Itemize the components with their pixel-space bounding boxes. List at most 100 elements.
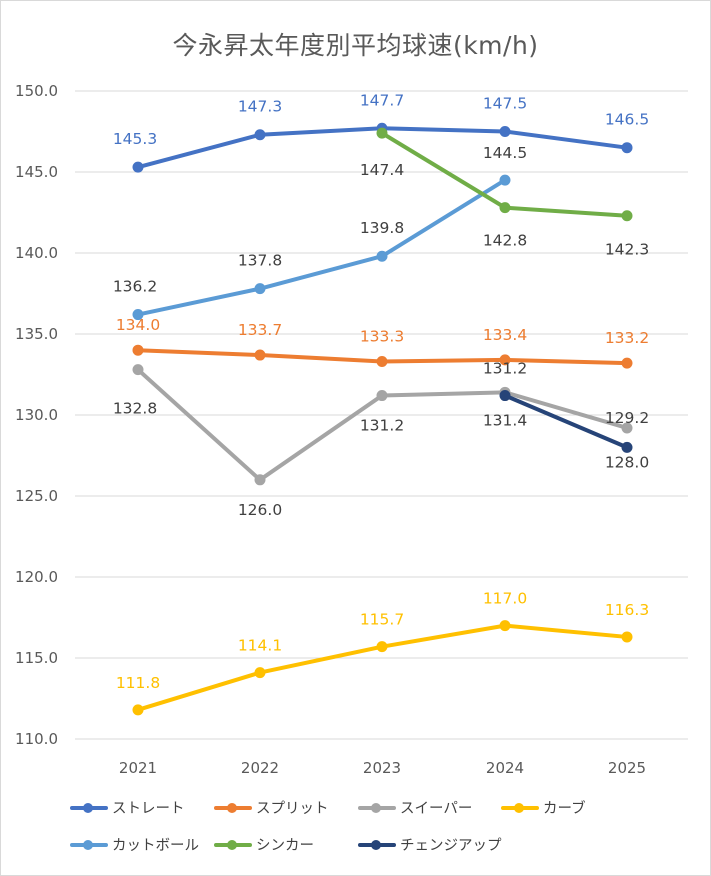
data-point bbox=[132, 364, 144, 376]
data-point bbox=[621, 441, 633, 453]
y-tick-label: 130.0 bbox=[15, 406, 58, 424]
data-point bbox=[132, 309, 144, 321]
data-label: 136.2 bbox=[113, 278, 157, 296]
x-tick-label: 2021 bbox=[119, 759, 157, 777]
legend-label: スイーパー bbox=[400, 800, 472, 817]
legend-swatch-marker bbox=[227, 803, 237, 813]
data-label: 132.8 bbox=[113, 400, 157, 418]
data-label: 147.5 bbox=[483, 95, 527, 113]
data-label: 126.0 bbox=[238, 501, 282, 519]
chart-title: 今永昇太年度別平均球速(km/h) bbox=[172, 31, 539, 60]
data-labels: 145.3 147.3 147.7 147.5 146.5 134.0 133.7 133.3… bbox=[113, 91, 649, 692]
data-label: 116.3 bbox=[605, 601, 649, 619]
x-tick-label: 2024 bbox=[486, 759, 524, 777]
data-label: 115.7 bbox=[360, 611, 404, 629]
y-tick-label: 150.0 bbox=[15, 82, 58, 100]
data-label: 147.4 bbox=[360, 161, 404, 179]
data-point bbox=[499, 126, 511, 137]
series-line-4 bbox=[136, 623, 629, 712]
data-point bbox=[621, 142, 633, 154]
legend-label: チェンジアップ bbox=[400, 837, 502, 854]
data-point bbox=[376, 641, 388, 653]
data-label: 133.7 bbox=[238, 321, 282, 339]
data-point bbox=[621, 422, 633, 434]
data-point bbox=[499, 202, 511, 214]
legend-swatch-marker bbox=[371, 840, 381, 850]
x-tick-label: 2025 bbox=[608, 759, 646, 777]
y-tick-label: 140.0 bbox=[15, 244, 58, 262]
data-point bbox=[254, 667, 266, 679]
legend-label: スプリット bbox=[256, 800, 329, 817]
legend-swatch-marker bbox=[83, 840, 93, 850]
series-line-5 bbox=[136, 178, 507, 317]
data-label: 142.3 bbox=[605, 241, 649, 259]
data-point bbox=[254, 283, 266, 295]
data-label: 133.4 bbox=[483, 326, 527, 344]
legend-entry: カットボール bbox=[70, 837, 199, 854]
legend-entry: スイーパー bbox=[358, 800, 472, 817]
data-point bbox=[621, 357, 633, 369]
data-label: 147.3 bbox=[238, 98, 282, 116]
data-point bbox=[499, 174, 511, 186]
data-label: 139.8 bbox=[360, 219, 404, 237]
data-point bbox=[499, 620, 511, 632]
data-point bbox=[254, 474, 266, 486]
legend-label: カーブ bbox=[543, 799, 586, 817]
legend-swatch-marker bbox=[514, 803, 524, 813]
data-point bbox=[132, 344, 144, 356]
legend-label: カットボール bbox=[112, 837, 199, 854]
data-label: 147.7 bbox=[360, 91, 404, 109]
data-label: 133.3 bbox=[360, 328, 404, 346]
x-tick-label: 2022 bbox=[241, 759, 279, 777]
data-label: 114.1 bbox=[238, 637, 282, 655]
y-axis-ticks: 110.0 115.0 120.0 125.0 130.0 135.0 140.0 145.0… bbox=[15, 82, 58, 748]
data-label: 131.4 bbox=[483, 411, 527, 429]
data-point bbox=[254, 349, 266, 361]
data-point bbox=[499, 390, 511, 402]
legend-entry: スプリット bbox=[214, 800, 329, 817]
data-label: 142.8 bbox=[483, 232, 527, 250]
data-label: 146.5 bbox=[605, 111, 649, 129]
legend-label: ストレート bbox=[112, 801, 185, 817]
data-point bbox=[376, 250, 388, 262]
legend-entry: シンカー bbox=[214, 838, 314, 854]
series-line-7 bbox=[503, 393, 629, 450]
y-tick-label: 110.0 bbox=[15, 730, 58, 748]
legend-entry: ストレート bbox=[70, 801, 185, 817]
y-tick-label: 135.0 bbox=[15, 325, 58, 343]
series-points bbox=[132, 122, 633, 716]
y-tick-label: 125.0 bbox=[15, 487, 58, 505]
data-point bbox=[132, 704, 144, 716]
data-label: 128.0 bbox=[605, 453, 649, 471]
legend-entry: カーブ bbox=[501, 799, 586, 817]
data-label: 133.2 bbox=[605, 329, 649, 347]
data-label: 129.2 bbox=[605, 409, 649, 427]
data-label: 144.5 bbox=[483, 144, 527, 162]
data-label: 131.2 bbox=[360, 417, 404, 435]
data-point bbox=[499, 354, 511, 366]
legend-swatch-marker bbox=[83, 803, 93, 813]
data-point bbox=[376, 390, 388, 402]
data-point bbox=[254, 129, 266, 141]
data-label: 134.0 bbox=[116, 316, 160, 334]
data-point bbox=[376, 127, 388, 139]
data-label: 137.8 bbox=[238, 252, 282, 270]
data-point bbox=[621, 210, 633, 222]
data-point bbox=[132, 161, 144, 173]
x-axis-ticks: 2021 2022 2023 2024 2025 bbox=[119, 759, 646, 777]
data-label: 145.3 bbox=[113, 130, 157, 148]
legend-entry: チェンジアップ bbox=[358, 837, 502, 854]
legend-swatch-marker bbox=[227, 840, 237, 850]
data-label: 131.2 bbox=[483, 360, 527, 378]
legend-swatch-marker bbox=[371, 803, 381, 813]
data-point bbox=[621, 631, 633, 643]
data-label: 111.8 bbox=[116, 674, 160, 692]
x-tick-label: 2023 bbox=[363, 759, 401, 777]
y-tick-label: 120.0 bbox=[15, 568, 58, 586]
data-label: 117.0 bbox=[483, 590, 527, 608]
legend-label: シンカー bbox=[256, 838, 314, 854]
y-tick-label: 115.0 bbox=[15, 649, 58, 667]
